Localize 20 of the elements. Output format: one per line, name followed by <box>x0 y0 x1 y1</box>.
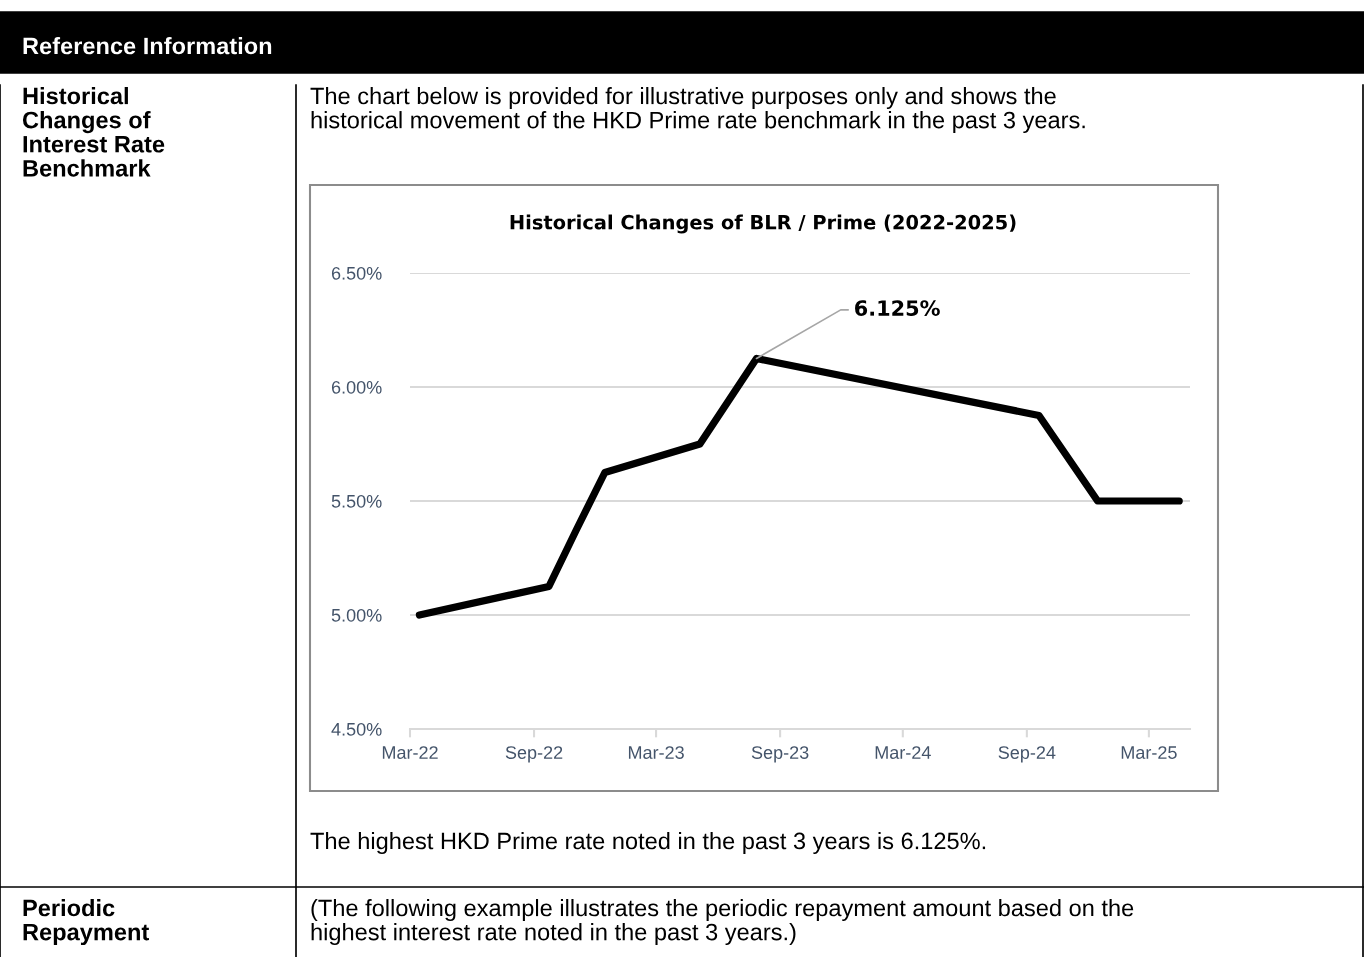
text: The chart below is provided for illustrative purposes only and shows the historical movement of the HKD Prime rate benchmark in the past 3 years. <box>310 87 1085 134</box>
y-tick-label: 5.50% <box>331 494 382 508</box>
x-tick-label: Mar-22 <box>382 746 438 759</box>
text: (The following example illustrates the periodic repayment amount based on the highest interest rate noted in the past 3 years.) <box>311 899 1134 946</box>
x-tick-label: Mar-24 <box>875 746 931 759</box>
y-tick-label: 4.50% <box>331 722 382 736</box>
y-tick-label: 5.00% <box>331 608 382 622</box>
text: Historical Changes of Interest Rate Benchmark <box>22 87 165 177</box>
annotation: 6.125% <box>855 300 940 316</box>
text: The highest HKD Prime rate noted in the past 3 years is 6.125%. <box>310 832 986 855</box>
x-tick-label: Sep-22 <box>505 746 563 763</box>
text: Reference Information <box>23 37 272 55</box>
x-tick-label: Mar-23 <box>628 746 684 759</box>
y-tick-label: 6.50% <box>331 266 382 280</box>
chart-title: Historical Changes of BLR / Prime (2022-2025) <box>510 214 1016 234</box>
x-tick-label: Mar-25 <box>1121 746 1177 759</box>
y-tick-label: 6.00% <box>331 380 382 394</box>
text: Periodic Repayment <box>23 899 149 946</box>
x-tick-label: Sep-24 <box>998 746 1056 763</box>
x-tick-label: Sep-23 <box>751 746 809 763</box>
